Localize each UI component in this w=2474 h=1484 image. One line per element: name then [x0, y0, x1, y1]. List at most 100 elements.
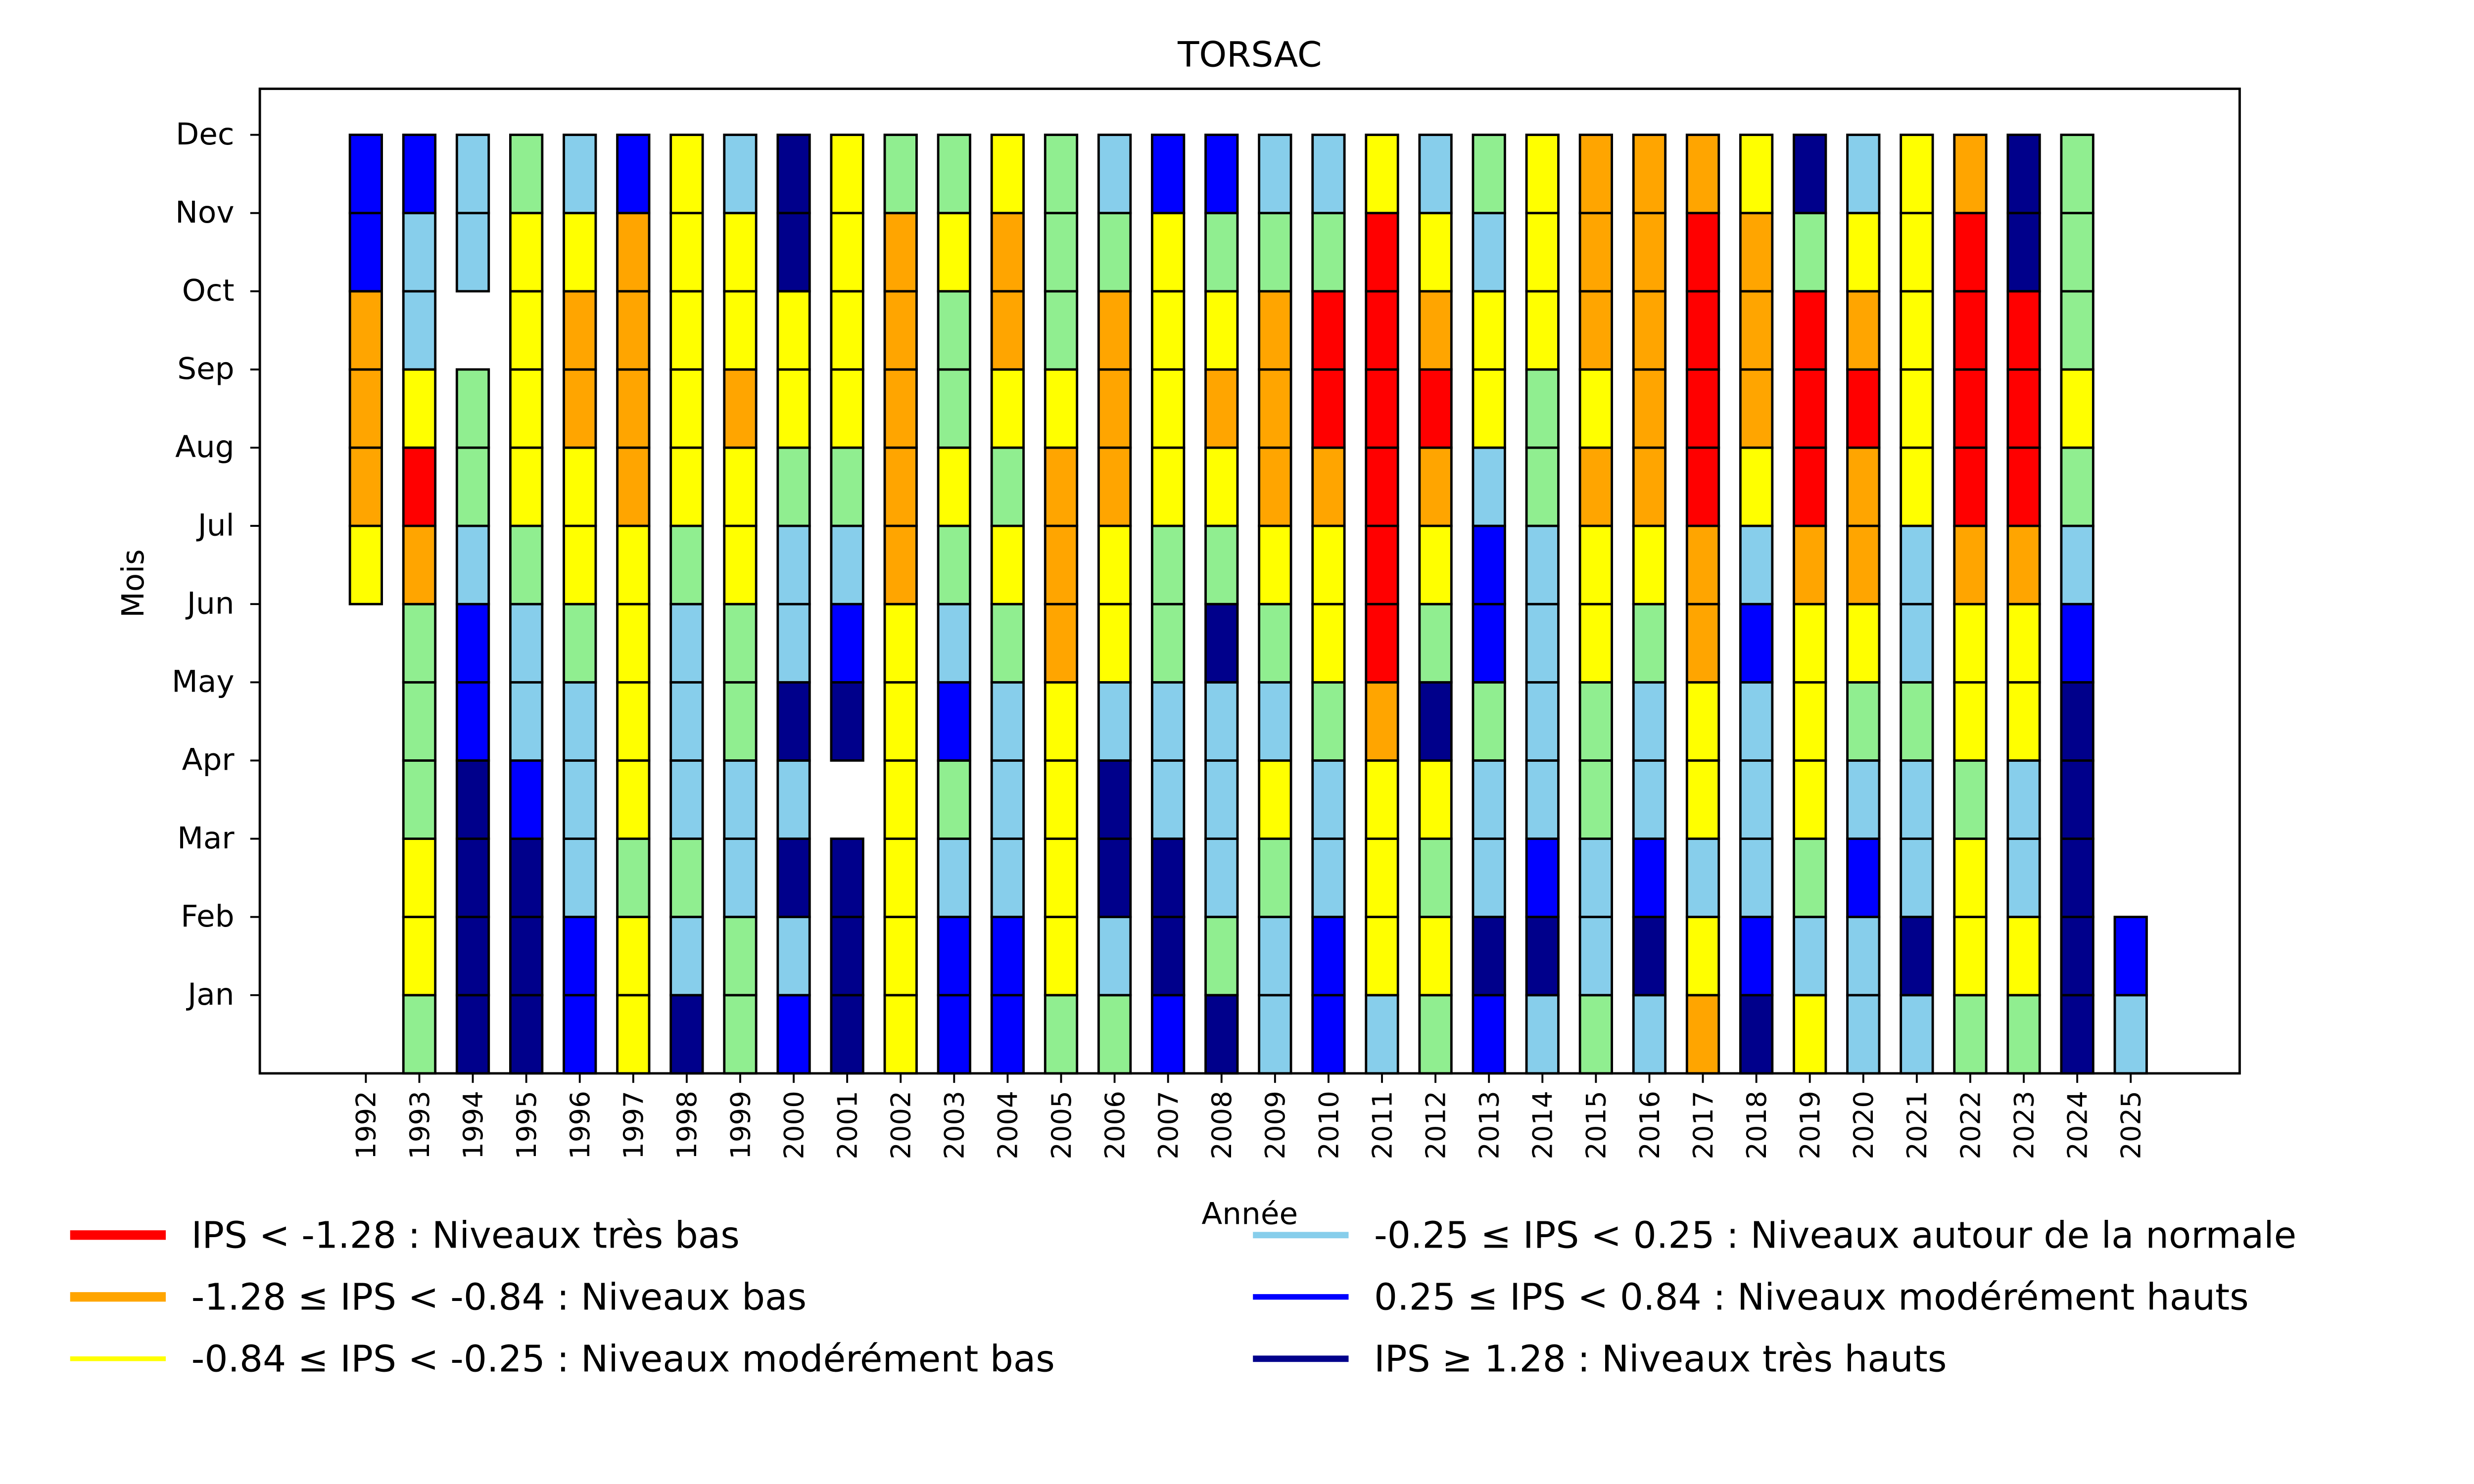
cell-2015-Dec	[1578, 134, 1613, 215]
cell-2009-Feb	[1258, 916, 1292, 997]
cell-2017-Nov	[1685, 212, 1720, 293]
cell-1993-Apr	[402, 759, 437, 840]
x-tick-label: 2014	[1526, 1091, 1558, 1159]
cell-2002-Feb	[883, 916, 918, 997]
cell-1996-May	[563, 681, 597, 762]
cell-2004-Jul	[990, 524, 1025, 605]
cell-2001-Dec	[830, 134, 864, 215]
cell-1996-Nov	[563, 212, 597, 293]
cell-1993-Nov	[402, 212, 437, 293]
cell-2020-Apr	[1846, 759, 1881, 840]
cell-2002-Mar	[883, 837, 918, 919]
cell-2008-Apr	[1204, 759, 1239, 840]
cell-2016-Aug	[1632, 446, 1667, 527]
cell-2015-May	[1578, 681, 1613, 762]
cell-2000-Jan	[776, 994, 811, 1075]
cell-2013-Dec	[1472, 134, 1506, 215]
cell-2014-Nov	[1525, 212, 1560, 293]
cell-2024-Mar	[2060, 837, 2094, 919]
cell-1995-Jul	[509, 524, 544, 605]
cell-2012-Oct	[1418, 290, 1453, 371]
cell-2017-Dec	[1685, 134, 1720, 215]
cell-2015-Oct	[1578, 290, 1613, 371]
cell-2006-Aug	[1097, 446, 1132, 527]
cell-2022-Oct	[1953, 290, 1988, 371]
cell-2008-Feb	[1204, 916, 1239, 997]
cell-2001-Jul	[830, 524, 864, 605]
cell-2012-Mar	[1418, 837, 1453, 919]
cell-2000-Dec	[776, 134, 811, 215]
cell-1999-Oct	[723, 290, 758, 371]
cell-1997-Dec	[616, 134, 651, 215]
cell-2006-Nov	[1097, 212, 1132, 293]
cell-1998-May	[669, 681, 704, 762]
cell-2017-Jun	[1685, 603, 1720, 684]
cell-1995-Sep	[509, 368, 544, 449]
cell-2023-Oct	[2006, 290, 2041, 371]
cell-2022-Sep	[1953, 368, 1988, 449]
cell-2017-Mar	[1685, 837, 1720, 919]
cell-2024-Feb	[2060, 916, 2094, 997]
cell-2006-Mar	[1097, 837, 1132, 919]
cell-1999-Aug	[723, 446, 758, 527]
cell-1994-Jan	[455, 994, 490, 1075]
cell-2011-Aug	[1365, 446, 1399, 527]
cell-1999-Apr	[723, 759, 758, 840]
cell-2012-Jun	[1418, 603, 1453, 684]
cell-2018-Dec	[1739, 134, 1774, 215]
cell-2020-Nov	[1846, 212, 1881, 293]
cell-2022-Dec	[1953, 134, 1988, 215]
x-tick-label: 2018	[1741, 1091, 1772, 1159]
cell-2008-Aug	[1204, 446, 1239, 527]
cell-1997-Aug	[616, 446, 651, 527]
cell-2024-Jul	[2060, 524, 2094, 605]
x-tick-label: 2017	[1687, 1091, 1719, 1159]
cell-2024-Jun	[2060, 603, 2094, 684]
cell-2019-May	[1793, 681, 1827, 762]
cell-1994-Apr	[455, 759, 490, 840]
cell-1997-Mar	[616, 837, 651, 919]
cell-1995-Dec	[509, 134, 544, 215]
cell-1998-Mar	[669, 837, 704, 919]
cell-2021-Jun	[1900, 603, 1934, 684]
cell-1993-Jul	[402, 524, 437, 605]
cell-2006-Jan	[1097, 994, 1132, 1075]
legend-label: IPS ≥ 1.28 : Niveaux très hauts	[1374, 1338, 1947, 1381]
cell-2000-Sep	[776, 368, 811, 449]
cell-1999-Jul	[723, 524, 758, 605]
cell-2005-Feb	[1044, 916, 1079, 997]
cell-2002-Oct	[883, 290, 918, 371]
legend-label: -0.25 ≤ IPS < 0.25 : Niveaux autour de l…	[1374, 1214, 2296, 1257]
cell-2009-Nov	[1258, 212, 1292, 293]
cell-2010-Dec	[1311, 134, 1346, 215]
cell-2009-Oct	[1258, 290, 1292, 371]
cell-2015-Mar	[1578, 837, 1613, 919]
cell-2007-Jan	[1151, 994, 1186, 1075]
cell-2005-Oct	[1044, 290, 1079, 371]
cell-2004-Jun	[990, 603, 1025, 684]
cell-1995-Jun	[509, 603, 544, 684]
cell-2020-May	[1846, 681, 1881, 762]
cell-1995-Feb	[509, 916, 544, 997]
cell-2000-Oct	[776, 290, 811, 371]
x-tick-label: 1992	[350, 1091, 382, 1159]
cell-2016-Feb	[1632, 916, 1667, 997]
cell-2012-Dec	[1418, 134, 1453, 215]
cell-2012-May	[1418, 681, 1453, 762]
cell-2005-May	[1044, 681, 1079, 762]
cell-2000-Aug	[776, 446, 811, 527]
cell-2009-Jul	[1258, 524, 1292, 605]
cell-2013-Jan	[1472, 994, 1506, 1075]
x-tick-label: 1999	[724, 1091, 756, 1159]
cell-2003-Jan	[937, 994, 971, 1075]
cell-2001-Jun	[830, 603, 864, 684]
cell-2018-Jan	[1739, 994, 1774, 1075]
cell-2003-Aug	[937, 446, 971, 527]
cell-1995-Aug	[509, 446, 544, 527]
cell-2020-Jan	[1846, 994, 1881, 1075]
y-tick-label: Dec	[176, 117, 234, 152]
cell-2018-Aug	[1739, 446, 1774, 527]
cell-2021-Feb	[1900, 916, 1934, 997]
cell-2001-Nov	[830, 212, 864, 293]
